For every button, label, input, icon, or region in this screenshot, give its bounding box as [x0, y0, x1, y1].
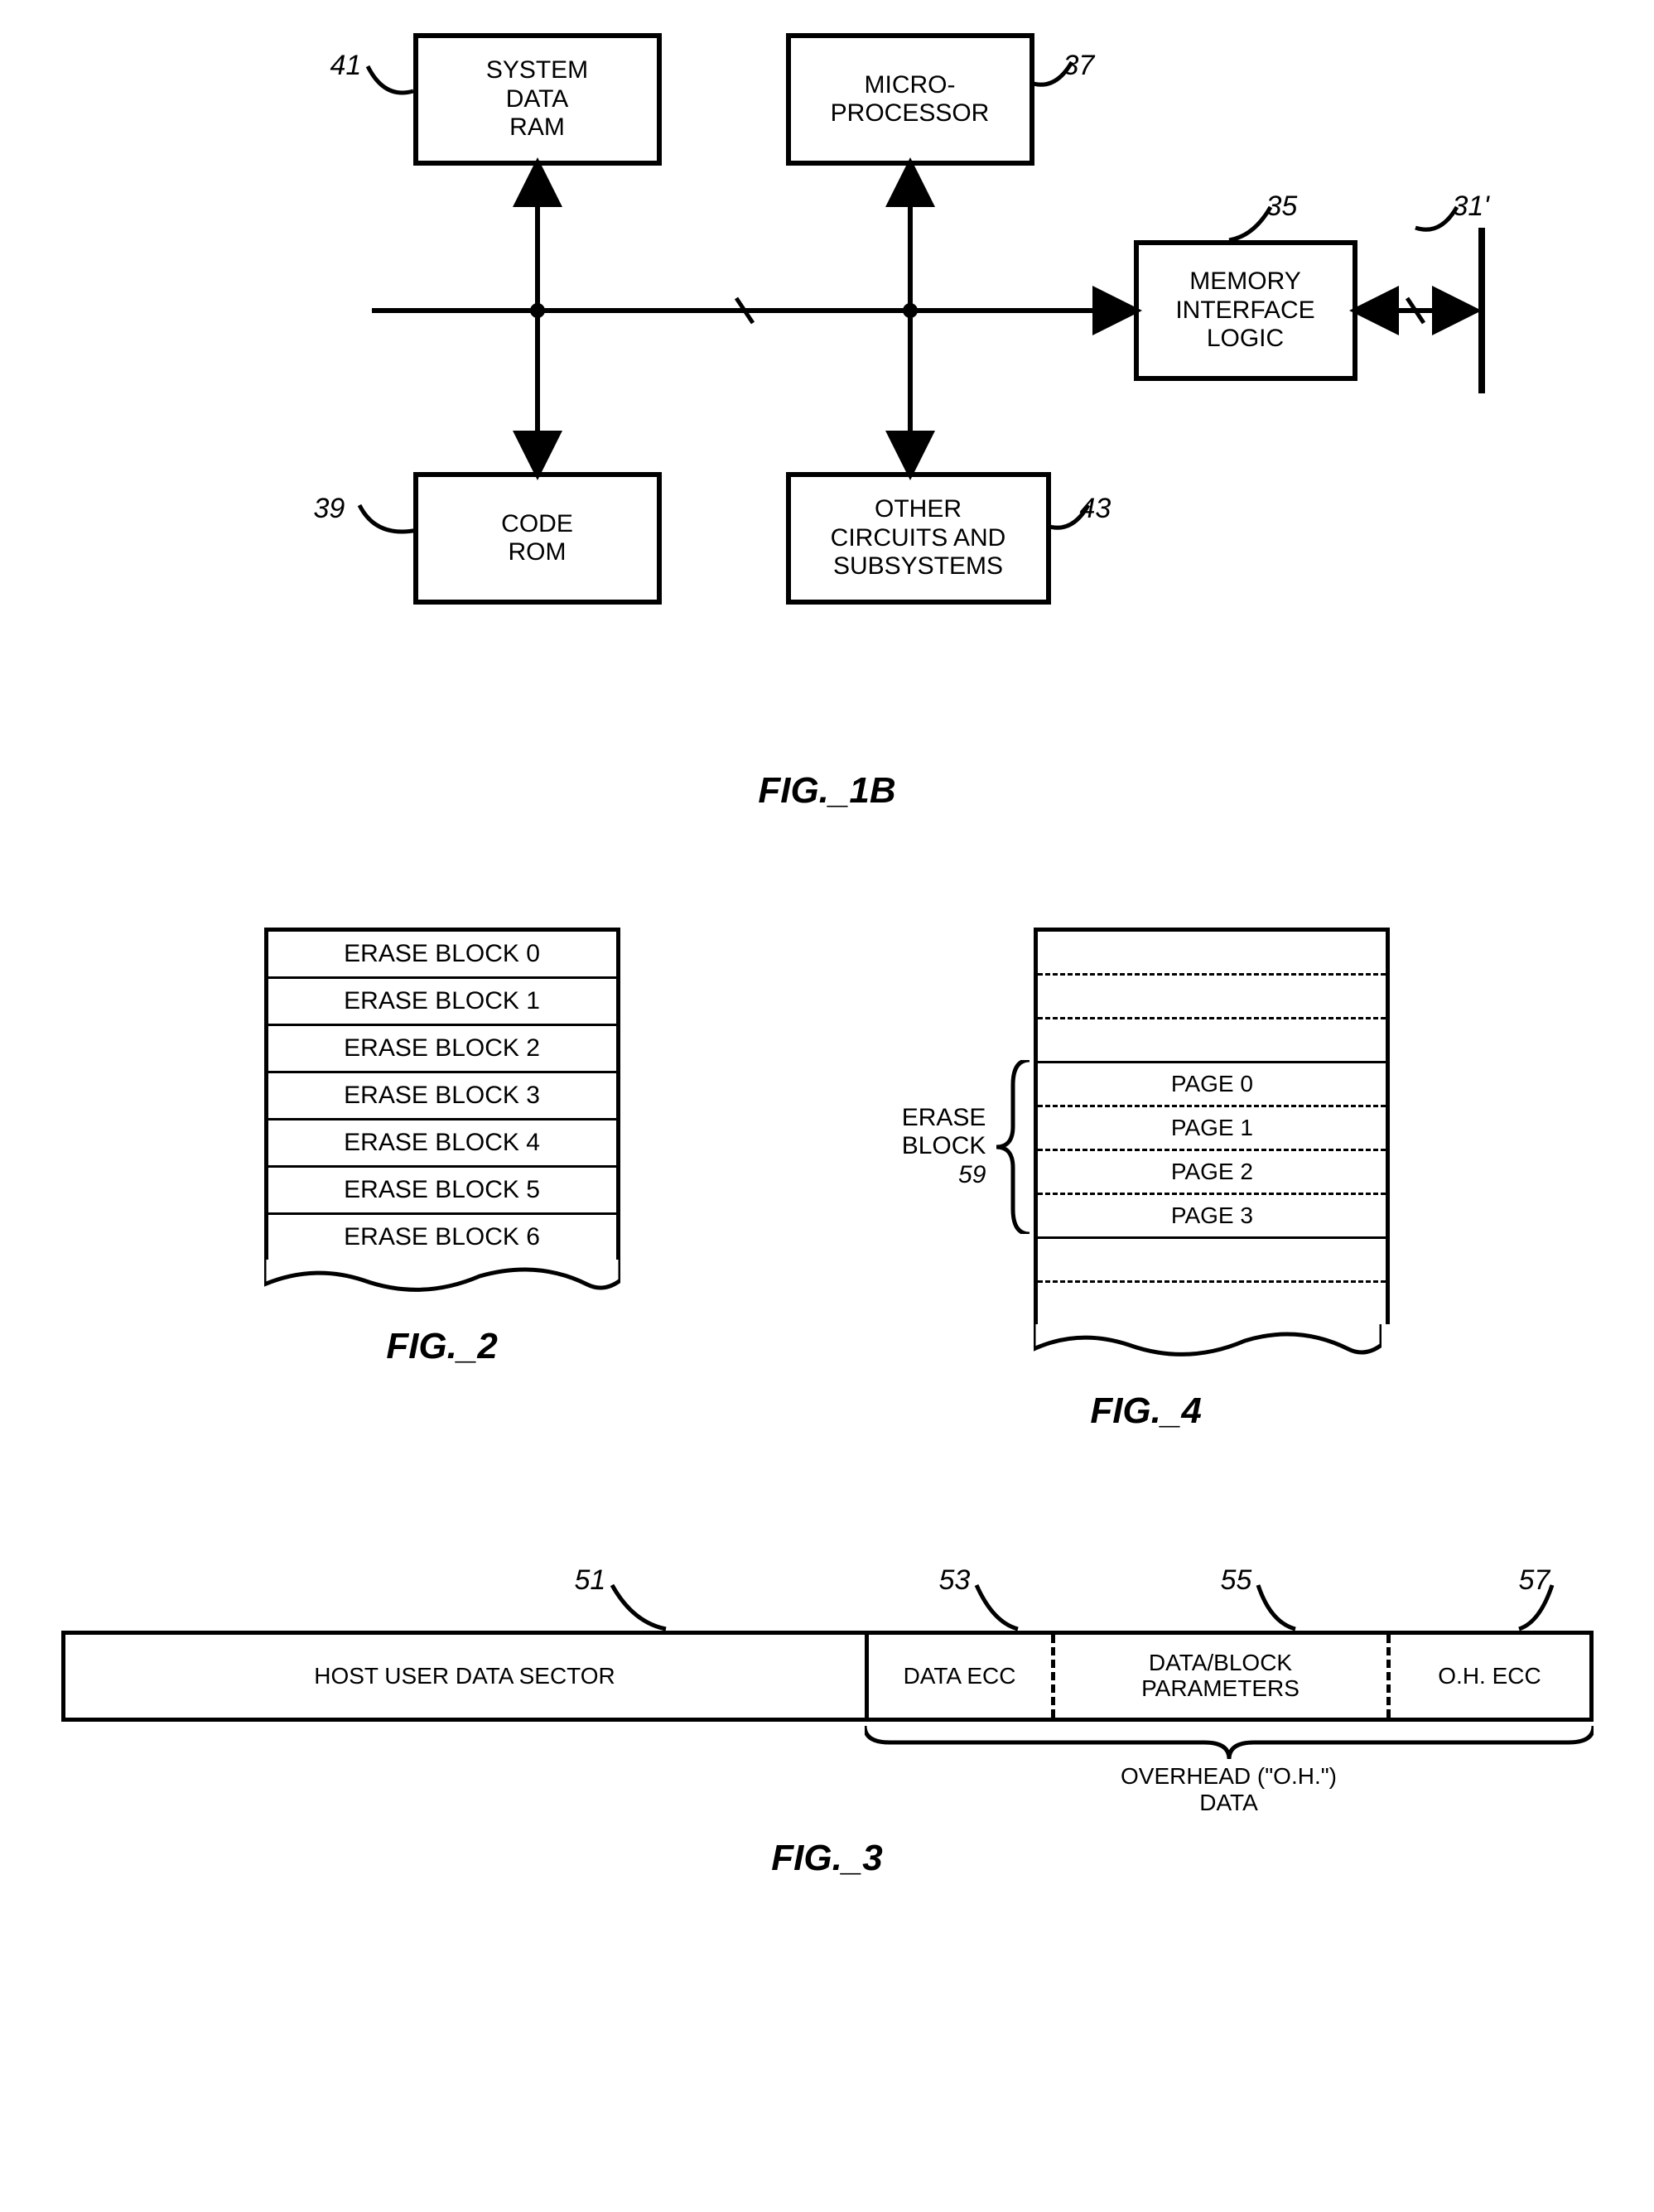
page-label: PAGE 2: [1171, 1159, 1253, 1185]
fig4-page-row: PAGE 2: [1038, 1151, 1386, 1195]
erase-block-row: ERASE BLOCK 2: [268, 1026, 616, 1073]
fig-2-4-row: ERASE BLOCK 0ERASE BLOCK 1ERASE BLOCK 2E…: [123, 928, 1531, 1432]
fig4-page-row: PAGE 3: [1038, 1195, 1386, 1239]
erase-label-ref: 59: [902, 1161, 986, 1190]
fig4-blank-row: [1038, 1239, 1386, 1283]
erase-block-row: ERASE BLOCK 5: [268, 1168, 616, 1215]
ref-leader-31: [1411, 199, 1461, 240]
fig-3-title: FIG._3: [61, 1838, 1594, 1879]
fig-2-title: FIG._2: [386, 1326, 498, 1367]
fig3-bar: HOST USER DATA SECTOR DATA ECC DATA/BLOC…: [61, 1631, 1594, 1722]
cell-label: DATA/BLOCKPARAMETERS: [1141, 1651, 1300, 1702]
cell-label: O.H. ECC: [1438, 1664, 1541, 1689]
fig-2-diagram: ERASE BLOCK 0ERASE BLOCK 1ERASE BLOCK 2E…: [264, 928, 620, 1367]
fig3-top-labels: 51 53 55 57: [61, 1564, 1594, 1631]
fig-4-title: FIG._4: [1090, 1390, 1202, 1432]
torn-edge: [264, 1260, 620, 1301]
erase-label-line1: ERASE: [902, 1104, 986, 1133]
fig-4-diagram: ERASE BLOCK 59 PAGE 0 PAGE 1 PAGE 2 PAGE…: [902, 928, 1391, 1432]
fig4-blank-row: [1038, 932, 1386, 976]
torn-edge: [1034, 1324, 1382, 1366]
fig4-blank-row: [1038, 976, 1386, 1019]
fig4-table: PAGE 0 PAGE 1 PAGE 2 PAGE 3: [1034, 928, 1390, 1324]
fig4-page-row: PAGE 0: [1038, 1063, 1386, 1107]
fig2-table: ERASE BLOCK 0ERASE BLOCK 1ERASE BLOCK 2E…: [264, 928, 620, 1260]
erase-block-row: ERASE BLOCK 4: [268, 1120, 616, 1168]
fig4-blank-row: [1038, 1283, 1386, 1324]
fig4-side-label: ERASE BLOCK 59: [902, 1104, 986, 1190]
overhead-label: OVERHEAD ("O.H.") DATA: [865, 1763, 1594, 1816]
overhead-label-line2: DATA: [865, 1790, 1594, 1816]
cell-oh-ecc: O.H. ECC: [1391, 1635, 1589, 1718]
erase-block-row: ERASE BLOCK 0: [268, 932, 616, 979]
fig-1b-diagram: SYSTEMDATARAM 41 MICRO-PROCESSOR 37 MEMO…: [123, 33, 1531, 720]
page-label: PAGE 1: [1171, 1115, 1253, 1141]
fig4-blank-row: [1038, 1019, 1386, 1063]
erase-block-row: ERASE BLOCK 6: [268, 1215, 616, 1260]
cell-label: HOST USER DATA SECTOR: [314, 1664, 615, 1689]
erase-label-line2: BLOCK: [902, 1132, 986, 1161]
cell-label: DATA ECC: [904, 1664, 1016, 1689]
page-label: PAGE 0: [1171, 1071, 1253, 1097]
fig-1b-title: FIG._1B: [33, 770, 1621, 812]
erase-block-row: ERASE BLOCK 3: [268, 1073, 616, 1120]
brace-icon: [992, 1060, 1034, 1234]
cell-data-ecc: DATA ECC: [869, 1635, 1055, 1718]
overhead-brace-row: OVERHEAD ("O.H.") DATA: [61, 1722, 1594, 1821]
fig3-ref-leaders: [61, 1564, 1594, 1631]
erase-block-row: ERASE BLOCK 1: [268, 979, 616, 1026]
fig-3-diagram: 51 53 55 57 HOST USER DATA SECTOR DATA E…: [61, 1564, 1594, 1879]
cell-data-block-params: DATA/BLOCKPARAMETERS: [1055, 1635, 1391, 1718]
page-label: PAGE 3: [1171, 1202, 1253, 1229]
cell-host-user-data: HOST USER DATA SECTOR: [65, 1635, 869, 1718]
overhead-label-line1: OVERHEAD ("O.H."): [865, 1763, 1594, 1790]
bus-connectors: [123, 33, 1531, 720]
fig4-page-row: PAGE 1: [1038, 1107, 1386, 1151]
